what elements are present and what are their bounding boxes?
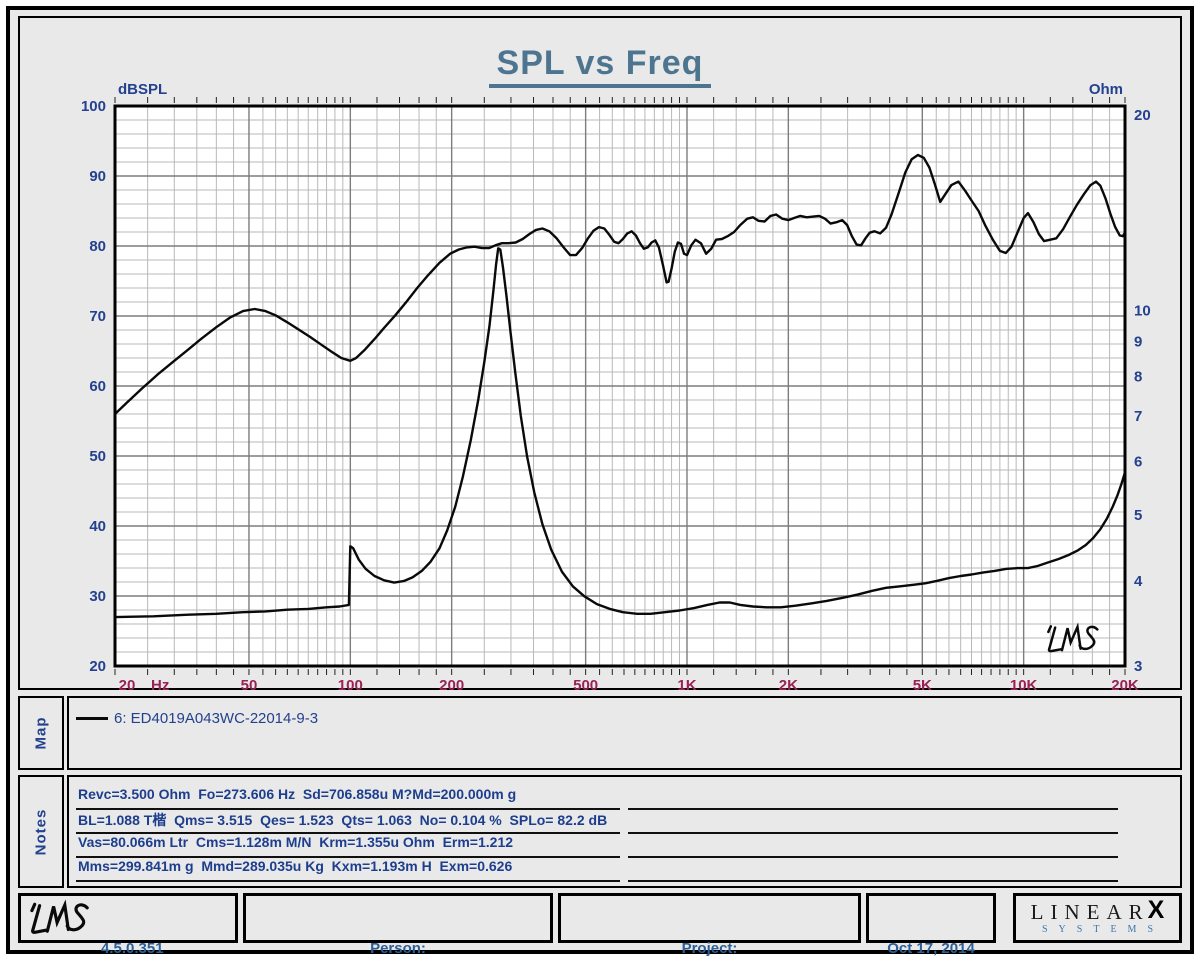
svg-text:1K: 1K bbox=[677, 677, 696, 694]
svg-text:20: 20 bbox=[119, 677, 136, 694]
svg-text:6: 6 bbox=[1134, 453, 1142, 470]
project-label: Project: bbox=[681, 940, 738, 957]
app-version: 4.5.0.351 bbox=[101, 940, 164, 957]
notes-section-label: Notes bbox=[32, 808, 50, 855]
linearx-logo: LINEARX bbox=[1016, 898, 1179, 925]
notes-line-1: Revc=3.500 Ohm Fo=273.606 Hz Sd=706.858u… bbox=[76, 786, 620, 810]
footer-project-cell: Project: File: ED4019A043WC-2 2014-9-3.l… bbox=[558, 893, 861, 957]
person-label: Person: bbox=[370, 940, 426, 957]
svg-text:40: 40 bbox=[89, 518, 106, 535]
legend-line-sample bbox=[76, 717, 108, 720]
svg-text:60: 60 bbox=[89, 378, 106, 395]
notes-panel: Revc=3.500 Ohm Fo=273.606 Hz Sd=706.858u… bbox=[67, 775, 1182, 888]
svg-text:8: 8 bbox=[1134, 368, 1142, 385]
svg-text:2K: 2K bbox=[779, 677, 798, 694]
svg-text:10K: 10K bbox=[1010, 677, 1038, 694]
notes-line-4: Mms=299.841m g Mmd=289.035u Kg Kxm=1.193… bbox=[76, 858, 620, 882]
svg-text:500: 500 bbox=[573, 677, 598, 694]
svg-text:9: 9 bbox=[1134, 334, 1142, 351]
svg-text:80: 80 bbox=[89, 238, 106, 255]
impedance-curve bbox=[113, 247, 1127, 619]
svg-text:Hz: Hz bbox=[151, 677, 169, 694]
svg-text:7: 7 bbox=[1134, 408, 1142, 425]
svg-text:20K: 20K bbox=[1111, 677, 1139, 694]
legend-curve-name: 6: ED4019A043WC-2 bbox=[114, 710, 259, 727]
lms-watermark bbox=[1047, 622, 1099, 653]
linearx-systems-text: SYSTEMS bbox=[1041, 924, 1164, 935]
lms-logo bbox=[30, 899, 89, 934]
svg-text:dBSPL: dBSPL bbox=[118, 81, 167, 98]
svg-text:5K: 5K bbox=[913, 677, 932, 694]
svg-text:20: 20 bbox=[1134, 107, 1151, 124]
legend-curve-date: 2014-9-3 bbox=[258, 710, 319, 727]
plot-border bbox=[113, 104, 1127, 668]
spl-vs-freq-plot: dBSPL Ohm 20 30 40 50 60 70 80 90 100 3 4 5 6 7 8 9 10 20 20… bbox=[81, 81, 1151, 694]
svg-text:50: 50 bbox=[89, 448, 106, 465]
linearx-x: X bbox=[1147, 896, 1165, 924]
svg-text:100: 100 bbox=[81, 98, 106, 115]
page-title: SPL vs Freq bbox=[20, 44, 1180, 88]
footer-datetime-cell: Oct 17, 2014 Fri 10:32 am bbox=[866, 893, 996, 957]
svg-text:5: 5 bbox=[1134, 507, 1142, 524]
chart-title-text: SPL vs Freq bbox=[488, 44, 712, 88]
svg-text:200: 200 bbox=[439, 677, 464, 694]
svg-text:Ohm: Ohm bbox=[1089, 81, 1123, 98]
notes-label-box: Notes bbox=[18, 775, 64, 888]
svg-text:20: 20 bbox=[89, 658, 106, 675]
map-label-box: Map bbox=[18, 696, 64, 770]
svg-text:30: 30 bbox=[89, 588, 106, 605]
spl-curve bbox=[113, 153, 1127, 416]
notes-blank-line bbox=[628, 858, 1118, 882]
footer-date: Oct 17, 2014 bbox=[887, 940, 975, 957]
footer-person-cell: Person: Company: bbox=[243, 893, 553, 957]
svg-text:50: 50 bbox=[241, 677, 258, 694]
linearx-logo-box: LINEARX SYSTEMS bbox=[1013, 893, 1182, 943]
notes-line-2: BL=1.088 T楷 Qms= 3.515 Qes= 1.523 Qts= 1… bbox=[76, 810, 620, 834]
linearx-wordmark: LINEAR bbox=[1030, 900, 1150, 924]
notes-blank-line bbox=[628, 810, 1118, 834]
svg-text:90: 90 bbox=[89, 168, 106, 185]
svg-text:100: 100 bbox=[338, 677, 363, 694]
map-legend-box: 6: ED4019A043WC-2 2014-9-3 bbox=[67, 696, 1182, 770]
map-section-label: Map bbox=[32, 716, 50, 750]
notes-line-3: Vas=80.066m Ltr Cms=1.128m M/N Krm=1.355… bbox=[76, 834, 620, 858]
notes-blank-line bbox=[628, 834, 1118, 858]
svg-text:10: 10 bbox=[1134, 303, 1151, 320]
notes-blank-line bbox=[628, 786, 1118, 810]
svg-text:3: 3 bbox=[1134, 658, 1142, 675]
svg-text:70: 70 bbox=[89, 308, 106, 325]
svg-text:4: 4 bbox=[1134, 573, 1143, 590]
chart-section: SPL vs Freq dBSPL Ohm 20 30 40 50 60 70 80 90 100 3… bbox=[18, 16, 1182, 694]
